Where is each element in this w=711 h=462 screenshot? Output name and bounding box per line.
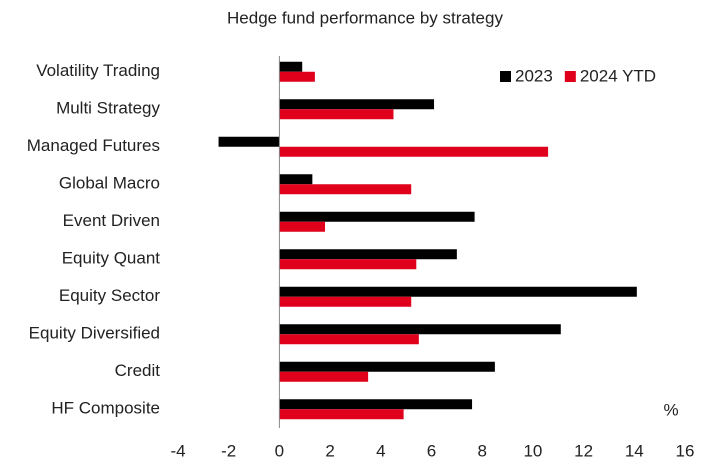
x-tick-label: 14 xyxy=(625,441,644,460)
bar xyxy=(279,286,637,297)
bar xyxy=(279,61,303,72)
x-tick-label: 6 xyxy=(427,441,436,460)
y-tick-label: Managed Futures xyxy=(27,136,160,155)
bar xyxy=(279,221,326,232)
bar xyxy=(279,109,394,120)
legend-label: 2024 YTD xyxy=(580,66,656,85)
bar xyxy=(279,259,417,270)
bar xyxy=(279,324,561,335)
unit-label: % xyxy=(663,400,678,419)
bar xyxy=(279,211,475,222)
bar xyxy=(279,249,457,260)
x-tick-label: 10 xyxy=(523,441,542,460)
x-tick-label: 4 xyxy=(376,441,385,460)
bar xyxy=(279,371,369,382)
bar xyxy=(279,99,435,110)
legend-label: 2023 xyxy=(515,66,553,85)
bar xyxy=(279,146,549,157)
bar xyxy=(279,184,412,195)
bar xyxy=(279,409,404,420)
y-tick-label: HF Composite xyxy=(51,399,160,418)
bar xyxy=(218,136,280,147)
x-tick-label: -4 xyxy=(170,441,185,460)
y-tick-label: Equity Sector xyxy=(59,286,160,305)
y-tick-label: Event Driven xyxy=(63,211,160,230)
x-tick-label: 12 xyxy=(574,441,593,460)
bar xyxy=(279,334,419,345)
legend-swatch xyxy=(500,71,511,82)
bar xyxy=(279,71,315,82)
y-tick-label: Volatility Trading xyxy=(36,61,160,80)
y-tick-label: Equity Diversified xyxy=(29,324,160,343)
bar xyxy=(279,296,412,307)
y-tick-label: Global Macro xyxy=(59,174,160,193)
y-tick-label: Credit xyxy=(115,361,161,380)
legend-swatch xyxy=(564,71,576,82)
x-tick-label: 16 xyxy=(676,441,695,460)
bar xyxy=(279,399,473,410)
x-tick-label: -2 xyxy=(221,441,236,460)
chart-title: Hedge fund performance by strategy xyxy=(227,8,503,27)
bar xyxy=(279,174,313,185)
bar xyxy=(279,361,495,372)
x-tick-label: 8 xyxy=(477,441,486,460)
y-tick-label: Equity Quant xyxy=(62,249,161,268)
y-tick-label: Multi Strategy xyxy=(56,99,160,118)
x-tick-label: 2 xyxy=(325,441,334,460)
x-tick-label: 0 xyxy=(275,441,284,460)
